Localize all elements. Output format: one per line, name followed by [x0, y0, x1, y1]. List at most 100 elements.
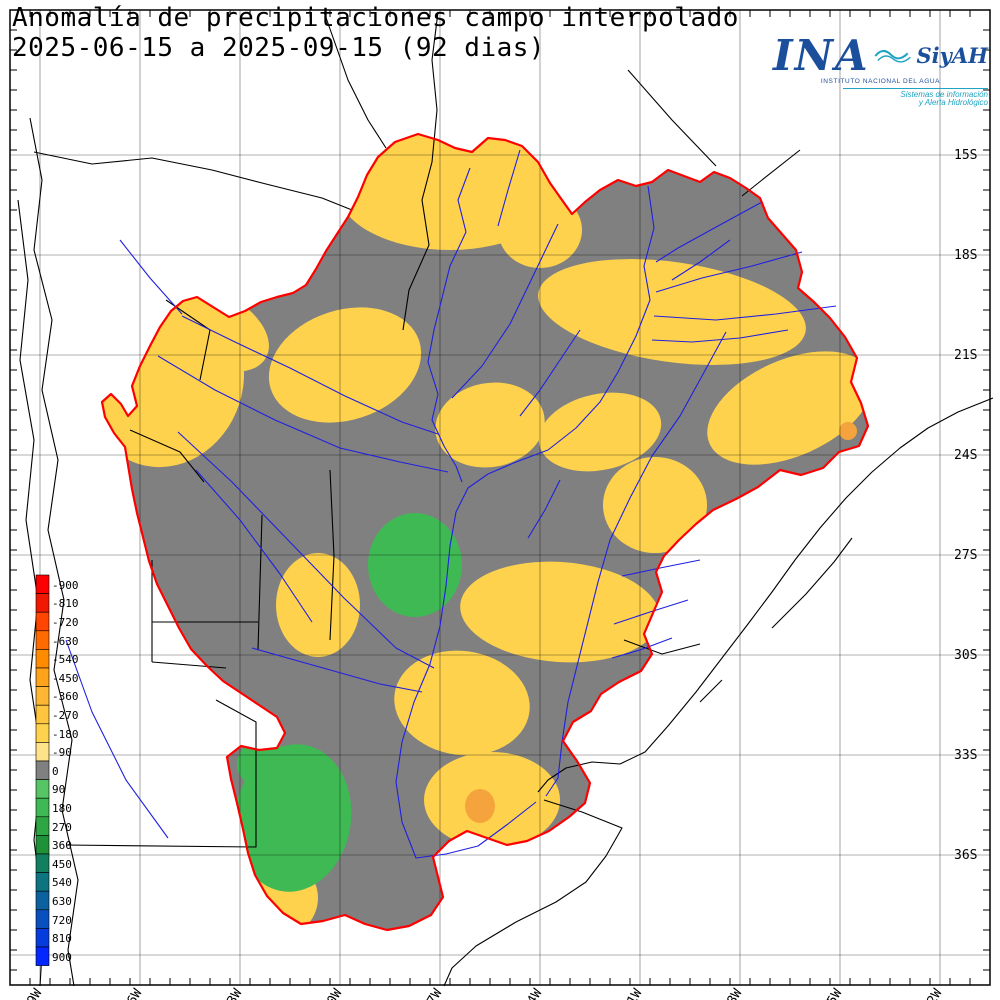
logo-subtitle-institution: INSTITUTO NACIONAL DEL AGUA	[820, 78, 941, 86]
legend-label: -450	[52, 672, 79, 685]
la-pampa-border	[65, 699, 257, 848]
legend-item: -720	[35, 611, 79, 632]
map-frame	[9, 9, 991, 986]
logo-subtitle-line3: y Alerta Hidrológico	[918, 98, 988, 108]
rivers	[65, 149, 837, 859]
legend-item: -540	[35, 649, 79, 669]
legend-swatch	[35, 909, 50, 929]
logo-divider	[843, 87, 988, 89]
wave-icon	[874, 49, 911, 63]
legend-swatch	[35, 593, 50, 613]
legend-label: 90	[52, 783, 65, 796]
legend-label: 810	[52, 932, 72, 945]
title-line-2: 2025-06-15 a 2025-09-15 (92 dias)	[12, 33, 545, 63]
legend-swatch	[35, 630, 50, 650]
legend-swatch	[35, 611, 50, 632]
siyah-logo-text: SiyAH	[916, 43, 988, 69]
lat-label: 36S	[954, 848, 977, 863]
anomaly-patches	[102, 134, 868, 930]
legend-item: -180	[35, 723, 79, 743]
legend-swatch	[35, 835, 50, 855]
legend-swatch	[35, 649, 50, 669]
legend-label: 270	[52, 821, 72, 834]
legend-label: 0	[52, 765, 59, 778]
legend-item: -90	[35, 742, 72, 762]
strong-negative-anomaly-orange-patches	[465, 422, 857, 823]
legend-swatch	[35, 872, 50, 892]
legend-item: 900	[35, 946, 72, 966]
legend-item: -450	[35, 667, 79, 687]
bolivia-north-border	[33, 151, 353, 211]
uruguay-brazil-border	[623, 639, 701, 655]
legend-swatch	[35, 779, 50, 799]
legend-swatch	[35, 946, 50, 966]
legend-item: 810	[35, 928, 72, 948]
latitude-labels: 15S 18S 21S 24S 27S 30S 33S 36S	[954, 148, 977, 863]
salado-river	[177, 431, 435, 669]
logo-subtitle-line2: Sistemas de información	[900, 89, 988, 99]
pilcomayo-river	[181, 315, 439, 435]
lat-label: 21S	[954, 348, 977, 363]
lat-label: 18S	[954, 248, 977, 263]
legend-item: 540	[35, 872, 72, 892]
axis-tick-marks	[9, 9, 991, 985]
legend-label: 180	[52, 802, 72, 815]
legend-swatch	[35, 667, 50, 687]
legend-item: 360	[35, 835, 72, 855]
coastal-lagoon	[771, 537, 853, 629]
iguazu-river	[651, 329, 789, 343]
parana-river	[395, 185, 655, 859]
title-line-1: Anomalía de precipitaciones campo interp…	[12, 3, 739, 33]
legend-swatch	[35, 760, 50, 780]
lat-label: 30S	[954, 648, 977, 663]
lat-label: 24S	[954, 448, 977, 463]
legend-swatch	[35, 574, 50, 594]
legend-item: -630	[35, 630, 79, 650]
legend-label: -90	[52, 746, 72, 759]
legend-item: 90	[35, 779, 65, 799]
legend-swatch	[35, 853, 50, 873]
paraguay-river	[427, 167, 471, 483]
lat-label: 33S	[954, 748, 977, 763]
legend-label: 720	[52, 914, 72, 927]
legend-label: 540	[52, 876, 72, 889]
map-title: Anomalía de precipitaciones campo interp…	[12, 3, 739, 63]
legend-item: 450	[35, 853, 72, 873]
legend-swatch	[35, 816, 50, 836]
legend-label: -270	[52, 709, 79, 722]
chaco-border	[402, 11, 439, 331]
bermejo-river	[157, 355, 449, 473]
legend-swatch	[35, 704, 50, 725]
legend-label: -360	[52, 690, 79, 703]
legend-swatch	[35, 797, 50, 818]
legend-swatch	[35, 928, 50, 948]
legend-label: -180	[52, 728, 79, 741]
legend-item: -270	[35, 704, 79, 725]
legend-item: -810	[35, 593, 79, 613]
uruguay-river	[545, 331, 727, 797]
legend-label: -720	[52, 616, 79, 629]
legend-label: 360	[52, 839, 72, 852]
grid-lines	[10, 10, 990, 985]
lat-label: 27S	[954, 548, 977, 563]
legend-item: -360	[35, 686, 79, 706]
legend-label: -810	[52, 597, 79, 610]
ina-logo-text: INA	[773, 31, 870, 80]
legend: -900 -810 -720 -630 -540 -450 -360 -270 …	[35, 574, 79, 966]
legend-label: 450	[52, 858, 72, 871]
legend-label: 900	[52, 951, 72, 964]
legend-label: -630	[52, 635, 79, 648]
ina-siyah-logo: INA SiyAH INSTITUTO NACIONAL DEL AGUA Si…	[773, 31, 988, 108]
legend-item: 630	[35, 890, 72, 911]
atlantic-coastline	[537, 397, 994, 793]
legend-swatch	[35, 742, 50, 762]
rio-de-la-plata-south-shore	[443, 799, 623, 987]
negative-anomaly-yellow-patches	[102, 134, 868, 930]
andes-border-1	[29, 117, 79, 987]
legend-swatch	[35, 723, 50, 743]
legend-label: -540	[52, 653, 79, 666]
legend-swatch	[35, 686, 50, 706]
legend-label: 630	[52, 895, 72, 908]
